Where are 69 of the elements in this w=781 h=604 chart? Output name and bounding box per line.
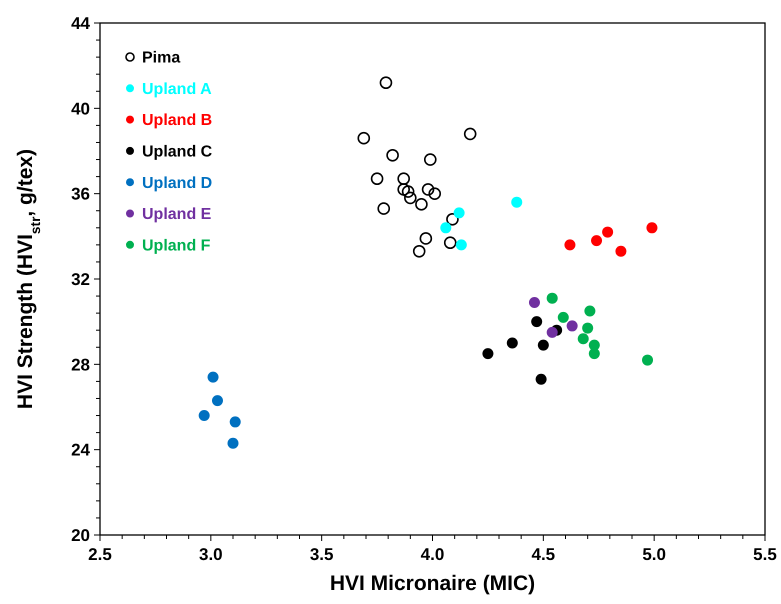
legend-label: Upland C [142,144,213,160]
point [404,192,417,204]
point [454,207,465,218]
point [386,148,399,162]
point [357,132,370,144]
point [528,296,540,308]
point [198,410,210,422]
point [440,222,452,234]
point [584,306,596,316]
point [546,326,558,338]
point [412,244,426,258]
legend-label: Upland A [142,80,212,98]
point [424,153,437,166]
point [546,292,558,304]
point [482,348,494,360]
x-axis-title: HVI Micronaire (MIC) [330,572,536,595]
y-tick-label: 44 [71,14,91,33]
point [422,183,434,196]
point [420,232,432,245]
point [558,312,569,323]
legend-label: Upland D [142,174,212,192]
point [536,374,547,385]
point [506,338,518,348]
point [446,212,459,226]
point [212,395,223,406]
legend-label: Upland B [142,112,212,130]
y-tick-label: 36 [71,184,90,204]
point [646,222,658,234]
point [615,246,626,257]
x-tick-label: 3.0 [199,545,223,564]
legend-label: Upland E [142,206,212,224]
x-tick-label: 5.5 [753,545,777,564]
x-tick-label: 4.0 [420,545,444,564]
point [531,316,542,328]
point [602,226,614,238]
legend-label: Pima [142,50,180,67]
point [456,239,467,250]
y-tick-label: 20 [71,526,90,545]
point [370,172,384,186]
point [566,320,578,332]
point [511,196,522,208]
x-tick-label: 3.5 [310,545,334,564]
y-tick-label: 24 [71,440,91,460]
point [582,322,594,334]
point [591,235,602,246]
point [578,333,589,344]
legend-label: Upland F [142,237,211,254]
point [444,236,457,250]
point [397,183,410,196]
y-tick-label: 32 [71,270,90,289]
point [415,198,428,211]
point [377,202,390,215]
x-tick-label: 4.5 [532,545,556,564]
point [397,172,410,186]
point [464,128,476,140]
y-tick-label: 40 [71,99,90,118]
point [428,187,442,200]
y-tick-label: 28 [71,355,90,374]
point [564,239,576,250]
x-tick-label: 5.0 [642,545,666,564]
point [228,438,238,449]
point [538,340,549,351]
point [208,372,219,383]
x-tick-label: 2.5 [88,545,112,564]
point [402,185,414,198]
point [642,354,654,366]
point [230,416,241,428]
point [380,76,392,90]
point [588,348,600,360]
